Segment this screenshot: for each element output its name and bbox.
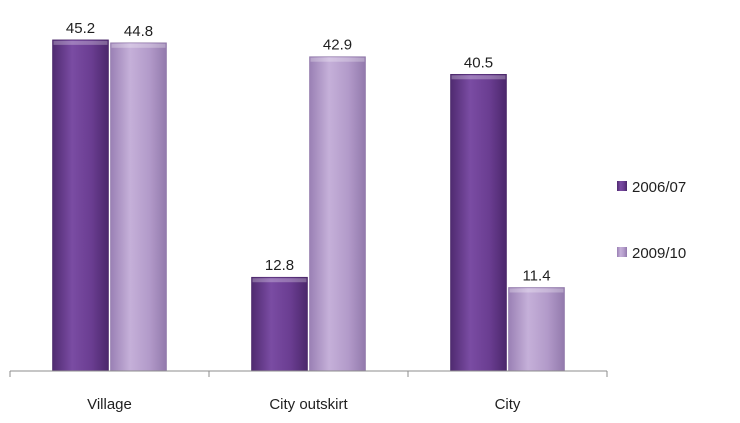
legend-swatch-2006-07 bbox=[617, 181, 627, 191]
legend-label-2009-10: 2009/10 bbox=[632, 245, 686, 262]
value-label-city-2006-07: 40.5 bbox=[464, 54, 493, 71]
legend: 2006/07 2009/10 bbox=[617, 179, 686, 262]
bar-village-2006-07 bbox=[52, 39, 109, 372]
bar-city-outskirt-2006-07 bbox=[251, 276, 308, 372]
bar-village-2009-10 bbox=[110, 42, 167, 372]
bar-highlight bbox=[451, 75, 506, 80]
x-axis-ticks bbox=[9, 371, 608, 377]
bar-highlight bbox=[509, 288, 564, 293]
legend-swatch-2009-10 bbox=[617, 247, 627, 257]
x-axis-label-city: City bbox=[495, 396, 521, 413]
x-axis-label-city-outskirt: City outskirt bbox=[269, 396, 348, 413]
x-axis-labels: Village City outskirt City bbox=[87, 396, 521, 413]
bar-highlight bbox=[111, 43, 166, 48]
bar-city-2006-07 bbox=[450, 73, 507, 372]
legend-label-2006-07: 2006/07 bbox=[632, 179, 686, 196]
x-axis-label-village: Village bbox=[87, 396, 132, 413]
bar-city-outskirt-2009-10 bbox=[309, 56, 366, 372]
value-label-village-2006-07: 45.2 bbox=[66, 20, 95, 37]
value-label-city-2009-10: 11.4 bbox=[522, 267, 550, 284]
value-labels-layer: 45.2 44.8 12.8 42.9 40.5 11.4 bbox=[66, 20, 551, 285]
bar-highlight bbox=[252, 278, 307, 283]
bar-city-2009-10 bbox=[508, 287, 565, 372]
value-label-city-outskirt-2006-07: 12.8 bbox=[265, 257, 294, 274]
value-label-village-2009-10: 44.8 bbox=[124, 23, 153, 40]
bars-layer bbox=[52, 39, 565, 372]
bar-highlight bbox=[310, 57, 365, 62]
bar-highlight bbox=[53, 40, 108, 45]
value-label-city-outskirt-2009-10: 42.9 bbox=[323, 37, 352, 54]
